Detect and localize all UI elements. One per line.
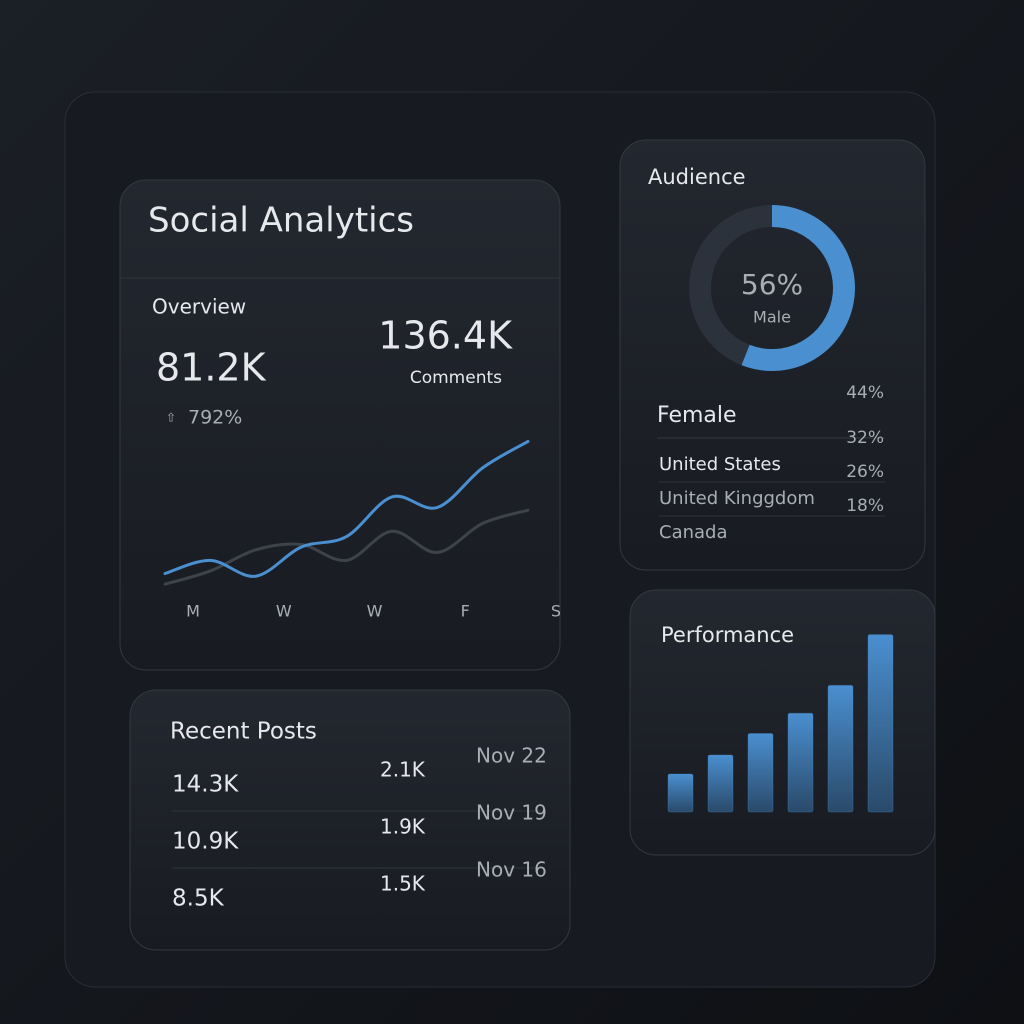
bar (747, 732, 774, 813)
title: Social Analytics (148, 201, 414, 241)
line-series (163, 439, 530, 578)
country-share: 18% (846, 496, 884, 516)
post-cell: 8.5K (172, 886, 225, 912)
overview-label: Overview (152, 295, 246, 319)
posts-card (129, 689, 571, 951)
donut-value: 56% (741, 268, 803, 301)
bar (787, 712, 814, 813)
country-share: 26% (846, 462, 884, 482)
country-share: 32% (846, 428, 884, 448)
post-cell: 10.9K (172, 829, 239, 855)
bar (707, 754, 734, 813)
x-tick-label: W (276, 602, 292, 621)
x-tick-label: W (367, 602, 383, 621)
female-label: Female (657, 403, 737, 428)
change: 792% (188, 407, 242, 429)
post-cell: Nov 19 (476, 801, 547, 825)
performance-card (629, 589, 936, 856)
performance-title: Performance (661, 623, 794, 647)
post-cell: Nov 16 (476, 858, 547, 882)
bar (867, 634, 894, 813)
female-value: 44% (846, 383, 884, 403)
country-name: Canada (659, 522, 728, 543)
analytics-card (119, 179, 561, 671)
post-cell: Nov 22 (476, 744, 547, 768)
donut-segment (689, 205, 773, 366)
post-cell: 2.1K (380, 758, 426, 782)
posts-title: Recent Posts (170, 719, 317, 745)
donut-label: Male (753, 308, 791, 327)
post-cell: 14.3K (172, 772, 239, 798)
post-cell: 1.9K (380, 815, 426, 839)
post-cell: 1.5K (380, 872, 426, 896)
country-name: United Kinggdom (659, 488, 815, 509)
x-tick-label: M (186, 602, 200, 621)
metric: 81.2K (156, 346, 267, 390)
bar (667, 773, 694, 813)
metric2: 136.4K (378, 314, 513, 358)
up-icon: ⇧ (166, 411, 176, 425)
audience-title: Audience (648, 165, 746, 189)
x-tick-label: F (461, 602, 470, 621)
x-tick-label: S (551, 602, 561, 621)
donut-segment (741, 205, 855, 371)
bar (827, 684, 854, 813)
metric2-label: Comments (410, 368, 502, 388)
country-name: United States (659, 454, 781, 475)
